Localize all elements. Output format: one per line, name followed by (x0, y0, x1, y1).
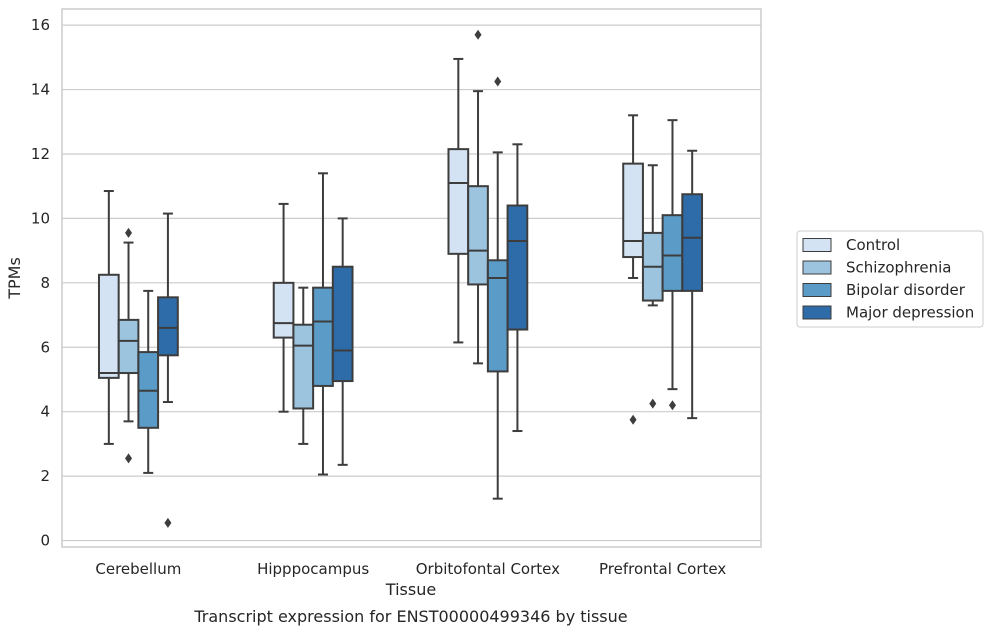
y-tick-label: 8 (40, 274, 50, 292)
box-control (622, 114, 644, 425)
box-control (272, 202, 295, 413)
box-iqr (312, 286, 334, 387)
legend-swatch (802, 260, 832, 275)
legend-frame (796, 230, 984, 328)
box-iqr (681, 193, 704, 292)
legend-label: Schizophrenia (846, 259, 951, 277)
box-iqr (506, 204, 529, 331)
outlier-point (474, 29, 482, 40)
box-iqr (622, 162, 644, 259)
x-tick-labels: Cerebellum Hipppocampus Orbitofontal Corte… (95, 560, 726, 578)
box-iqr (467, 185, 489, 286)
legend-swatch (802, 238, 832, 252)
box-iqr (447, 148, 470, 255)
outlier-point (125, 453, 133, 464)
y-tick-label: 10 (31, 209, 50, 227)
y-tick-label: 2 (40, 467, 50, 485)
box-iqr (272, 281, 295, 339)
box-iqr (157, 296, 179, 357)
box-schizophrenia (467, 29, 489, 365)
y-tick-label: 4 (40, 403, 50, 421)
outlier-point (649, 398, 657, 409)
box-iqr (117, 318, 140, 375)
box-bipolar-disorder (312, 172, 334, 476)
box-major-depression (681, 149, 704, 420)
x-tick-label: Hipppocampus (257, 560, 369, 578)
y-tick-label: 16 (31, 16, 50, 34)
legend-swatch (802, 283, 832, 297)
outlier-point (125, 227, 133, 238)
box-control (97, 190, 120, 445)
legend-label: Control (846, 236, 900, 254)
box-bipolar-disorder (137, 289, 160, 474)
x-tick-label: Orbitofontal Cortex (416, 560, 560, 578)
outlier-point (668, 400, 676, 411)
box-iqr (661, 214, 684, 292)
y-tick-label: 12 (31, 145, 50, 163)
box-schizophrenia (117, 227, 140, 464)
legend-swatch (802, 305, 832, 320)
plot-frame (61, 8, 762, 548)
legend: Control Schizophrenia Bipolar disorder Majo… (796, 230, 984, 328)
box-major-depression (506, 143, 529, 433)
x-axis-label: Tissue (385, 580, 436, 599)
box-major-depression (157, 212, 179, 528)
outlier-point (164, 517, 172, 528)
y-axis-label: TPMs (5, 257, 24, 300)
y-tick-label: 14 (31, 81, 50, 99)
box-major-depression (331, 217, 354, 466)
box-schizophrenia (292, 286, 315, 445)
box-bipolar-disorder (486, 76, 509, 500)
outlier-point (494, 76, 502, 87)
boxes-layer (97, 29, 704, 528)
box-iqr (97, 273, 120, 379)
y-tick-labels: 0 2 4 6 8 10 12 14 16 (31, 16, 50, 549)
legend-label: Major depression (846, 304, 974, 322)
x-tick-label: Cerebellum (95, 560, 181, 578)
legend-label: Bipolar disorder (846, 281, 966, 299)
y-tick-label: 0 (40, 532, 50, 550)
chart-caption: Transcript expression for ENST0000049934… (193, 607, 627, 626)
box-control (447, 57, 470, 344)
box-schizophrenia (641, 164, 664, 409)
x-tick-label: Prefrontal Cortex (599, 560, 726, 578)
box-iqr (292, 323, 315, 410)
box-iqr (486, 259, 509, 373)
box-bipolar-disorder (661, 119, 684, 411)
y-tick-label: 6 (40, 338, 50, 356)
box-iqr (331, 265, 354, 383)
outlier-point (629, 414, 637, 425)
